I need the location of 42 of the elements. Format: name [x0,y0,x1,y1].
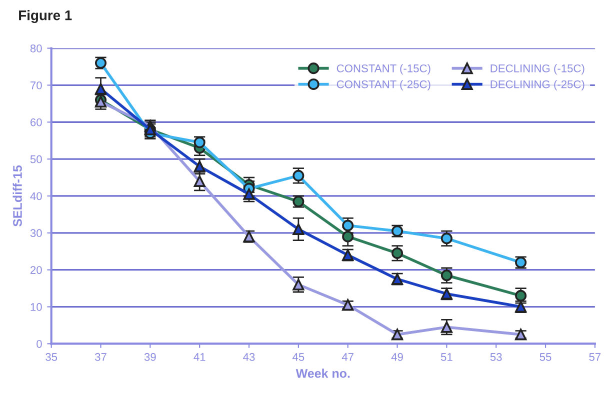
point [440,232,452,244]
x-tick-label: 45 [292,353,304,361]
y-axis-title: SELdiff-15 [12,165,22,227]
point [292,278,304,290]
x-tick-label: 35 [46,353,58,361]
y-tick-label: 50 [30,155,42,164]
legend-label: CONSTANT (-25C) [336,80,430,90]
legend-label: CONSTANT (-15C) [336,64,430,74]
point [194,175,206,187]
x-axis-title: Week no. [296,368,350,378]
y-tick-label: 30 [30,229,42,238]
point [342,230,354,242]
x-tick-label: 37 [95,353,106,361]
point [292,170,304,182]
chart-title: Figure 1 [19,10,72,24]
x-tick-label: 55 [540,353,552,361]
y-tick-label: 80 [30,44,42,52]
x-tick-label: 47 [342,353,354,361]
y-tick-label: 70 [30,81,42,90]
point [243,188,255,200]
x-tick-label: 39 [144,353,156,361]
x-tick-label: 53 [490,353,502,361]
y-tick-label: 20 [30,266,42,274]
x-tick-label: 57 [589,353,601,361]
y-tick-label: 40 [30,192,42,200]
point [342,220,354,232]
point [515,290,527,302]
y-tick-label: 60 [30,118,42,126]
point [440,321,452,333]
point [194,136,206,148]
x-tick-label: 43 [243,353,255,361]
x-tick-label: 41 [194,353,206,361]
y-tick-label: 10 [30,303,42,311]
point [440,270,452,282]
legend-label: DECLINING (-25C) [490,80,584,90]
legend-label: DECLINING (-15C) [490,64,584,74]
x-tick-label: 51 [440,353,452,361]
x-tick-label: 49 [391,353,403,361]
point [392,247,404,259]
point [292,223,304,235]
y-tick-label: 0 [36,340,42,348]
point [94,83,107,95]
